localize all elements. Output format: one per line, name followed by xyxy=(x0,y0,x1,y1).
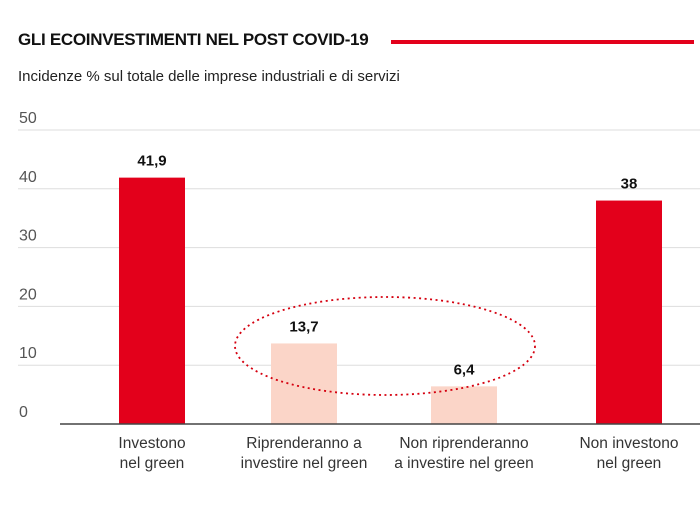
bar xyxy=(431,386,497,424)
x-tick-label: Investono xyxy=(118,435,185,452)
chart-subtitle: Incidenze % sul totale delle imprese ind… xyxy=(18,68,400,85)
data-label: 13,7 xyxy=(289,318,318,335)
y-tick-label: 30 xyxy=(19,228,37,245)
highlight-ellipse xyxy=(234,296,536,396)
y-tick-label: 20 xyxy=(19,286,37,303)
x-tick-label: nel green xyxy=(120,455,185,472)
x-tick-label: a investire nel green xyxy=(394,455,534,472)
x-tick-label: investire nel green xyxy=(241,455,368,472)
y-tick-label: 50 xyxy=(19,110,37,127)
y-tick-label: 40 xyxy=(19,169,37,186)
bar xyxy=(119,177,185,424)
bar xyxy=(596,200,662,424)
bar xyxy=(271,343,337,424)
x-tick-label: nel green xyxy=(597,455,662,472)
title-accent-rule xyxy=(391,40,694,44)
chart-title: GLI ECOINVESTIMENTI NEL POST COVID-19 xyxy=(18,30,369,49)
x-tick-label: Riprenderanno a xyxy=(246,435,362,452)
x-tick-label: Non investono xyxy=(579,435,678,452)
x-tick-label: Non riprenderanno xyxy=(399,435,528,452)
data-label: 38 xyxy=(621,176,638,193)
data-label: 6,4 xyxy=(454,361,476,378)
title-row: GLI ECOINVESTIMENTI NEL POST COVID-19 xyxy=(18,30,694,56)
y-tick-label: 10 xyxy=(19,345,37,362)
y-tick-label: 0 xyxy=(19,404,28,421)
data-label: 41,9 xyxy=(137,153,166,170)
